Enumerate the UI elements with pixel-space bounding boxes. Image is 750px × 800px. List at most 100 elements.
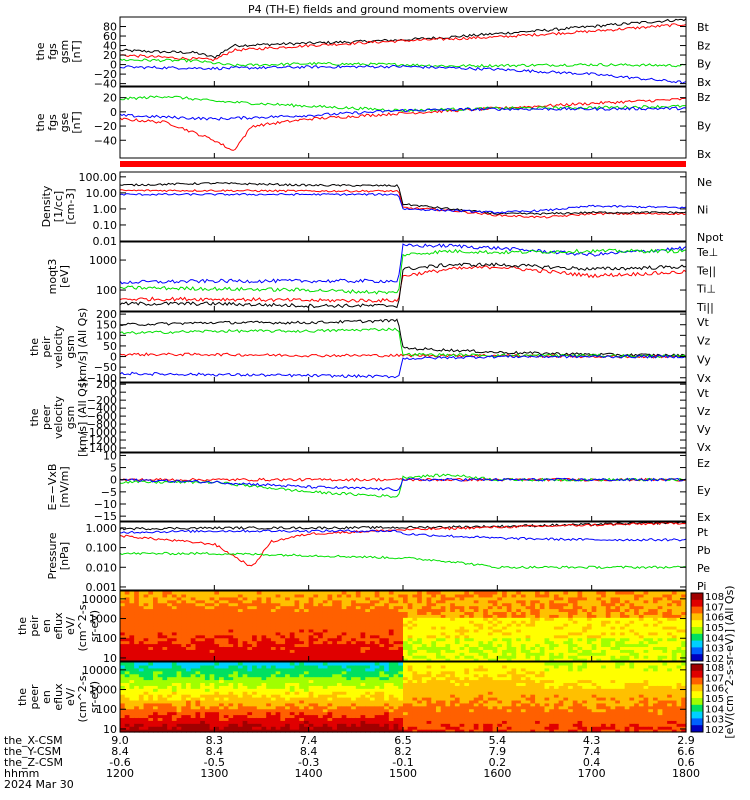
spectrogram-cell — [256, 646, 263, 650]
spectrogram-cell — [332, 591, 338, 595]
spectrogram-cell — [511, 602, 517, 607]
spectrogram-cell — [662, 614, 668, 618]
spectrogram-cell — [195, 723, 201, 727]
spectrogram-cell — [157, 614, 164, 618]
spectrogram-cell — [171, 720, 178, 724]
red-band — [120, 161, 686, 167]
spectrogram-cell — [407, 664, 414, 669]
spectrogram-cell — [233, 658, 239, 662]
spectrogram-cell — [322, 676, 329, 681]
spectrogram-cell — [209, 688, 215, 692]
spectrogram-cell — [596, 599, 602, 604]
spectrogram-cell — [219, 723, 225, 727]
spectrogram-cell — [365, 596, 371, 601]
spectrogram-cell — [450, 691, 456, 695]
spectrogram-cell — [643, 611, 649, 615]
ylabel-line: velocity — [52, 325, 65, 368]
spectrogram-cell — [303, 593, 310, 598]
spectrogram-cell — [454, 626, 461, 630]
spectrogram-cell — [445, 662, 451, 666]
spectrogram-cell — [535, 649, 541, 653]
spectrogram-cell — [516, 626, 522, 630]
spectrogram-cell — [577, 591, 583, 595]
spectrogram-cell — [214, 628, 220, 633]
spectrogram-cell — [266, 694, 272, 698]
spectrogram-cell — [148, 702, 154, 707]
spectrogram-cell — [355, 662, 362, 666]
spectrogram-cell — [369, 714, 376, 719]
spectrogram-cell — [412, 688, 418, 692]
spectrogram-cell — [332, 664, 338, 669]
series-peir_vel-Vt — [119, 318, 687, 358]
spectrogram-cell — [469, 676, 475, 681]
spectrogram-cell — [143, 688, 149, 692]
spectrogram-cell — [176, 608, 182, 613]
series-temp-Ti|| — [119, 248, 687, 295]
spectrogram-cell — [643, 599, 649, 604]
spectrogram-cell — [157, 673, 164, 678]
spectrogram-cell — [605, 631, 612, 636]
spectrogram-cell — [346, 649, 352, 653]
spectrogram-cell — [483, 605, 489, 610]
spectrogram-cell — [134, 646, 140, 650]
spectrogram-cell — [341, 591, 347, 595]
spectrogram-cell — [162, 705, 168, 710]
spectrogram-cell — [431, 676, 437, 681]
spectrogram-cell — [671, 620, 678, 624]
spectrogram-cell — [134, 649, 140, 653]
spectrogram-cell — [299, 699, 305, 704]
spectrogram-cell — [308, 591, 314, 595]
spectrogram-cell — [369, 608, 376, 613]
spectrogram-cell — [242, 637, 248, 642]
spectrogram-cell — [256, 591, 263, 595]
spectrogram-cell — [568, 655, 574, 659]
spectrogram-cell — [421, 667, 428, 672]
spectrogram-cell — [454, 631, 461, 636]
spectrogram-cell — [252, 649, 258, 653]
spectrogram-cell — [138, 720, 145, 724]
spectrogram-cell — [530, 652, 536, 656]
spectrogram-cell — [473, 626, 480, 630]
spectrogram-cell — [671, 652, 678, 656]
spectrogram-cell — [223, 708, 230, 713]
spectrogram-cell — [629, 640, 635, 645]
spectrogram-cell — [167, 637, 173, 642]
spectrogram-cell — [369, 623, 376, 627]
spectrogram-cell — [379, 637, 385, 642]
ylabel-line: eflux — [52, 612, 65, 640]
spectrogram-cell — [676, 596, 682, 601]
spectrogram-cell — [157, 723, 164, 727]
spectrogram-cell — [638, 593, 645, 598]
spectrogram-cell — [209, 673, 215, 678]
spectrogram-cell — [553, 626, 560, 630]
spectrogram-cell — [440, 705, 447, 710]
ylabel-line: [eV] — [58, 265, 71, 288]
spectrogram-cell — [233, 670, 239, 675]
spectrogram-cell — [153, 617, 159, 621]
spectrogram-cell — [450, 717, 456, 721]
spectrogram-cell — [667, 620, 673, 624]
spectrogram-cell — [365, 694, 371, 698]
spectrogram-cell — [341, 691, 347, 695]
spectrogram-cell — [318, 699, 324, 704]
spectrogram-cell — [544, 637, 550, 642]
spectrogram-cell — [195, 717, 201, 721]
spectrogram-cell — [120, 655, 126, 659]
spectrogram-cell — [469, 602, 475, 607]
spectrogram-cell — [318, 697, 324, 701]
spectrogram-cell — [412, 652, 418, 656]
spectrogram-cell — [124, 602, 131, 607]
spectrogram-cell — [379, 617, 385, 621]
spectrogram-cell — [473, 608, 480, 613]
spectrogram-cell — [280, 670, 286, 675]
spectrogram-cell — [266, 729, 272, 733]
spectrogram-cell — [266, 593, 272, 598]
spectrogram-cell — [190, 605, 197, 610]
spectrogram-cell — [318, 640, 324, 645]
spectrogram-cell — [186, 634, 192, 639]
spectrogram-cell — [214, 699, 220, 704]
spectrogram-cell — [360, 634, 366, 639]
spectrogram-cell — [190, 682, 197, 686]
spectrogram-cell — [403, 591, 409, 595]
spectrogram-cell — [157, 640, 164, 645]
